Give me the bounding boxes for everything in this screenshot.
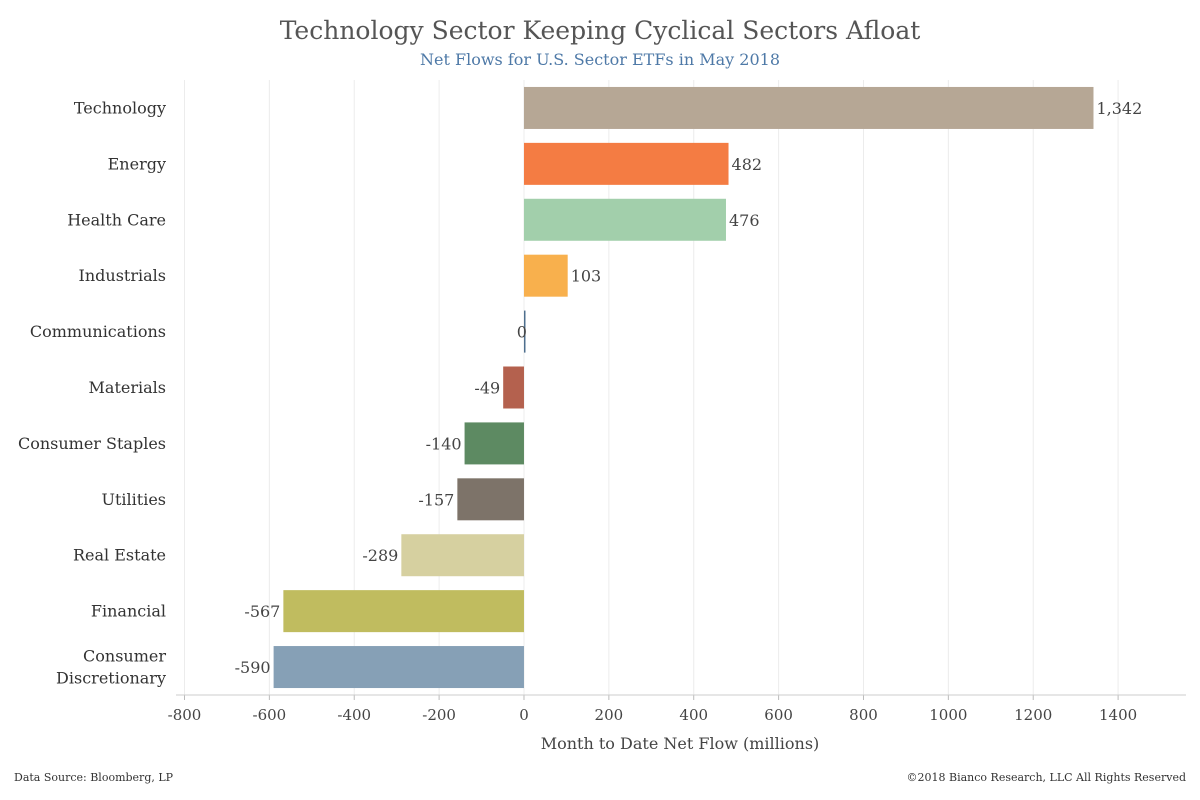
data-labels: 1,342 482 476 103 0 -49 -140 -157 -289 -567 -590	[235, 99, 1143, 677]
category-label-line: Materials	[89, 378, 166, 397]
x-tick-label: 400	[679, 706, 708, 724]
category-label-consumer-staples: Consumer Staples	[18, 434, 166, 453]
category-label-industrials: Industrials	[79, 266, 166, 285]
category-labels: Technology Energy Health Care Industrials Co…	[18, 98, 166, 687]
category-label-line: Communications	[30, 322, 166, 341]
bar-real-estate	[401, 534, 524, 577]
bar-energy	[523, 142, 729, 185]
category-label-financial: Financial	[91, 602, 166, 621]
bar-utilities	[457, 478, 524, 521]
x-tick-label: 1400	[1099, 706, 1137, 724]
category-label-line: Real Estate	[73, 546, 166, 565]
category-label-real-estate: Real Estate	[73, 546, 166, 565]
x-tick-label: 1000	[929, 706, 967, 724]
category-label-communications: Communications	[30, 322, 166, 341]
category-label-technology: Technology	[74, 98, 166, 117]
data-label-industrials: 103	[571, 267, 602, 286]
data-label-materials: -49	[474, 379, 500, 398]
x-tick-label: -200	[422, 706, 456, 724]
category-label-line: Energy	[108, 154, 166, 173]
bars	[273, 86, 1094, 689]
category-label-line: Consumer	[83, 647, 166, 666]
bar-consumer-staples	[464, 422, 524, 465]
category-label-line: Technology	[74, 98, 166, 117]
data-label-health-care: 476	[729, 211, 760, 230]
data-label-utilities: -157	[418, 490, 454, 509]
bar-technology	[523, 86, 1094, 129]
category-label-materials: Materials	[89, 378, 166, 397]
category-label-line: Industrials	[79, 266, 166, 285]
data-source-note: Data Source: Bloomberg, LP	[14, 771, 174, 784]
x-axis-label: Month to Date Net Flow (millions)	[541, 734, 820, 753]
bar-communications	[523, 310, 526, 353]
category-label-line: Utilities	[102, 490, 167, 509]
data-label-consumer-staples: -140	[426, 434, 462, 453]
x-tick-label: 800	[849, 706, 878, 724]
category-label-line: Financial	[91, 602, 166, 621]
data-label-financial: -567	[244, 602, 280, 621]
bar-health-care	[523, 198, 726, 241]
x-tick-label: -400	[337, 706, 371, 724]
x-tick-label: 1200	[1014, 706, 1052, 724]
chart-subtitle: Net Flows for U.S. Sector ETFs in May 20…	[420, 50, 780, 69]
x-axis: -800 -600 -400 -200 0 200 400 600 800 1000 1200 140…	[168, 694, 1186, 724]
bar-materials	[503, 366, 524, 409]
category-label-health-care: Health Care	[67, 210, 166, 229]
bar-financial	[283, 590, 524, 633]
data-label-communications: 0	[517, 323, 527, 342]
x-tick-label: 200	[595, 706, 624, 724]
x-tick-label: -600	[253, 706, 287, 724]
data-label-energy: 482	[732, 155, 763, 174]
gridlines	[183, 80, 1119, 695]
category-label-line: Discretionary	[56, 669, 166, 688]
category-label-line: Consumer Staples	[18, 434, 166, 453]
category-label-energy: Energy	[108, 154, 166, 173]
category-label-line: Health Care	[67, 210, 166, 229]
data-label-consumer-discretionary: -590	[235, 658, 271, 677]
bar-industrials	[523, 254, 568, 297]
category-label-utilities: Utilities	[102, 490, 167, 509]
data-label-real-estate: -289	[362, 546, 398, 565]
bar-consumer-discretionary	[273, 646, 524, 689]
x-tick-label: 0	[519, 706, 529, 724]
x-tick-label: 600	[764, 706, 793, 724]
category-label-consumer-discretionary: Consumer Discretionary	[56, 647, 166, 688]
copyright-note: ©2018 Bianco Research, LLC All Rights Re…	[906, 771, 1186, 784]
data-label-technology: 1,342	[1096, 99, 1142, 118]
x-tick-label: -800	[168, 706, 202, 724]
chart-title: Technology Sector Keeping Cyclical Secto…	[279, 16, 921, 45]
